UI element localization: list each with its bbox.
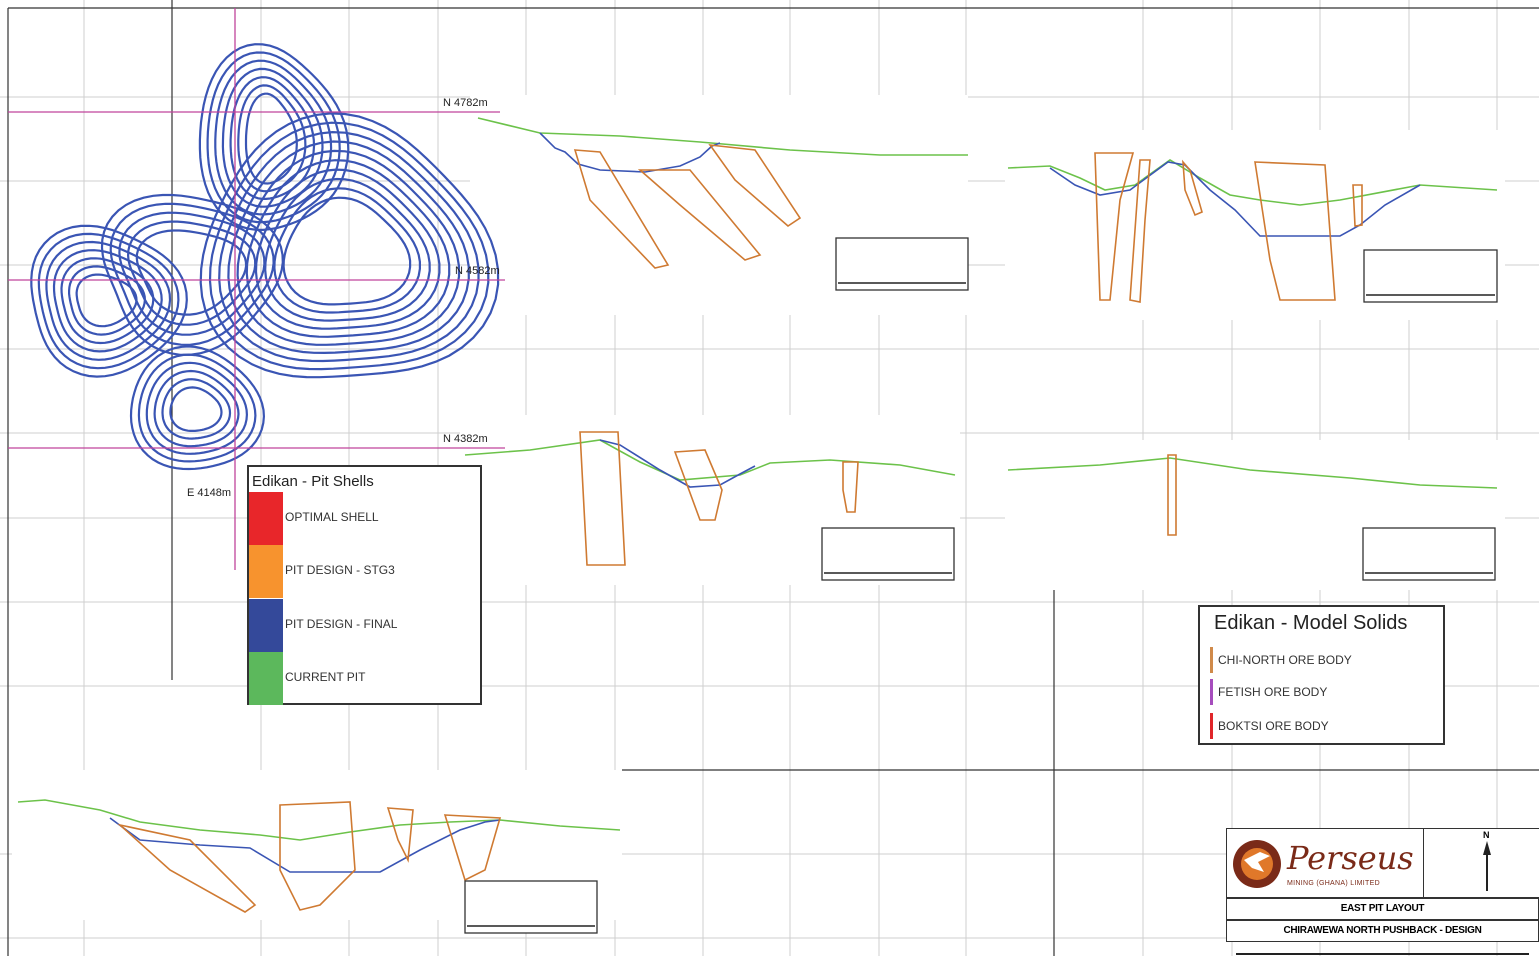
section-label-n4382: N 4382m [443, 433, 488, 445]
pit-north-contour [244, 92, 298, 185]
model-solids-legend: Edikan - Model Solids CHI-NORTH ORE BODY… [1198, 605, 1445, 745]
pit-centre-contour [118, 211, 266, 336]
pit-main-contour [208, 121, 490, 371]
model-solids-legend-title: Edikan - Model Solids [1214, 612, 1408, 634]
north-arrow-box: N [1424, 828, 1539, 898]
legend-item-optimal-shell: OPTIMAL SHELL [249, 492, 480, 545]
section-panels [12, 95, 1505, 920]
north-label: N [1483, 830, 1490, 840]
pit-main-contour [227, 140, 470, 355]
legend-label-fetish: FETISH ORE BODY [1218, 685, 1328, 699]
pit-south-contour [169, 386, 223, 432]
pit-centre-contour [126, 220, 257, 326]
cross-section-3 [464, 431, 956, 566]
pit-main-contour [245, 159, 451, 338]
section-label-n4582: N 4582m [455, 265, 500, 277]
legend-item-boktsi: BOKTSI ORE BODY [1210, 711, 1435, 739]
legend-item-chi-north: CHI-NORTH ORE BODY [1210, 645, 1435, 673]
company-subtitle: MINING (GHANA) LIMITED [1287, 880, 1380, 887]
pit-main-contour [254, 168, 441, 330]
pit-north-contour [198, 43, 350, 232]
pit-south-contour [153, 369, 240, 448]
pit-west-contour [60, 257, 155, 345]
legend-label-optimal-shell: OPTIMAL SHELL [285, 510, 379, 524]
company-name: Perseus [1287, 839, 1414, 877]
pit-shells-legend-title: Edikan - Pit Shells [252, 473, 374, 490]
pit-west-contour [30, 224, 188, 378]
pit-west-contour [37, 232, 180, 370]
legend-item-pit-design-final: PIT DESIGN - FINAL [249, 599, 480, 652]
pit-west-contour [68, 265, 147, 336]
cross-section-2 [1007, 152, 1498, 303]
pit-main-contour [282, 196, 412, 306]
legend-swatch-optimal-shell [249, 492, 283, 545]
legend-swatch-pit-design-final [249, 599, 283, 652]
plan-view-pit-contours [30, 43, 500, 471]
company-logo-icon [1233, 840, 1281, 888]
legend-bar-boktsi [1210, 713, 1213, 739]
company-logo-box: Perseus MINING (GHANA) LIMITED [1226, 828, 1424, 898]
legend-label-pit-design-final: PIT DESIGN - FINAL [285, 617, 398, 631]
pit-main-contour [273, 187, 421, 314]
pit-south-contour [161, 378, 232, 440]
legend-swatch-current-pit [249, 652, 283, 705]
legend-label-pit-design-stg3: PIT DESIGN - STG3 [285, 563, 395, 577]
legend-bar-fetish [1210, 679, 1213, 705]
legend-label-boktsi: BOKTSI ORE BODY [1218, 719, 1329, 733]
sheet-subtitle: CHIRAWEWA NORTH PUSHBACK - DESIGN [1226, 920, 1539, 942]
pit-main-contour [236, 149, 461, 346]
pit-main-contour [218, 130, 480, 363]
legend-item-fetish: FETISH ORE BODY [1210, 677, 1435, 705]
scale-bars [467, 282, 1495, 927]
legend-label-current-pit: CURRENT PIT [285, 670, 366, 684]
pit-north-contour [229, 76, 316, 200]
title-scale-bar [1236, 953, 1529, 955]
section-label-n4782: N 4782m [443, 97, 488, 109]
cross-section-4 [1007, 454, 1498, 536]
title-block: Perseus MINING (GHANA) LIMITED N EAST PI… [1226, 828, 1539, 956]
section-label-e4148: E 4148m [187, 487, 231, 499]
pit-centre-contour [109, 202, 275, 346]
legend-item-pit-design-stg3: PIT DESIGN - STG3 [249, 545, 480, 598]
pit-north-contour [206, 51, 341, 224]
pit-main-contour [264, 177, 431, 322]
pit-south-contour [137, 353, 257, 463]
cross-section-5 [17, 799, 621, 913]
pit-north-contour [237, 84, 307, 193]
sheet-title: EAST PIT LAYOUT [1226, 898, 1539, 920]
legend-swatch-pit-design-stg3 [249, 545, 283, 598]
north-arrow-icon [1483, 841, 1491, 891]
pit-shells-legend: Edikan - Pit Shells OPTIMAL SHELL PIT DE… [247, 465, 482, 705]
legend-label-chi-north: CHI-NORTH ORE BODY [1218, 653, 1352, 667]
pit-centre-contour [135, 229, 248, 316]
pit-south-contour [129, 345, 266, 471]
pit-west-contour [45, 240, 172, 361]
section-info-boxes [464, 237, 1498, 934]
cross-section-1 [477, 117, 968, 269]
grid-major-lines [7, 0, 1539, 956]
pit-north-contour [221, 67, 324, 208]
legend-item-current-pit: CURRENT PIT [249, 652, 480, 705]
pit-north-contour [214, 59, 333, 216]
legend-bar-chi-north [1210, 647, 1213, 673]
pit-main-contour [199, 112, 500, 379]
section-lines [8, 8, 505, 570]
